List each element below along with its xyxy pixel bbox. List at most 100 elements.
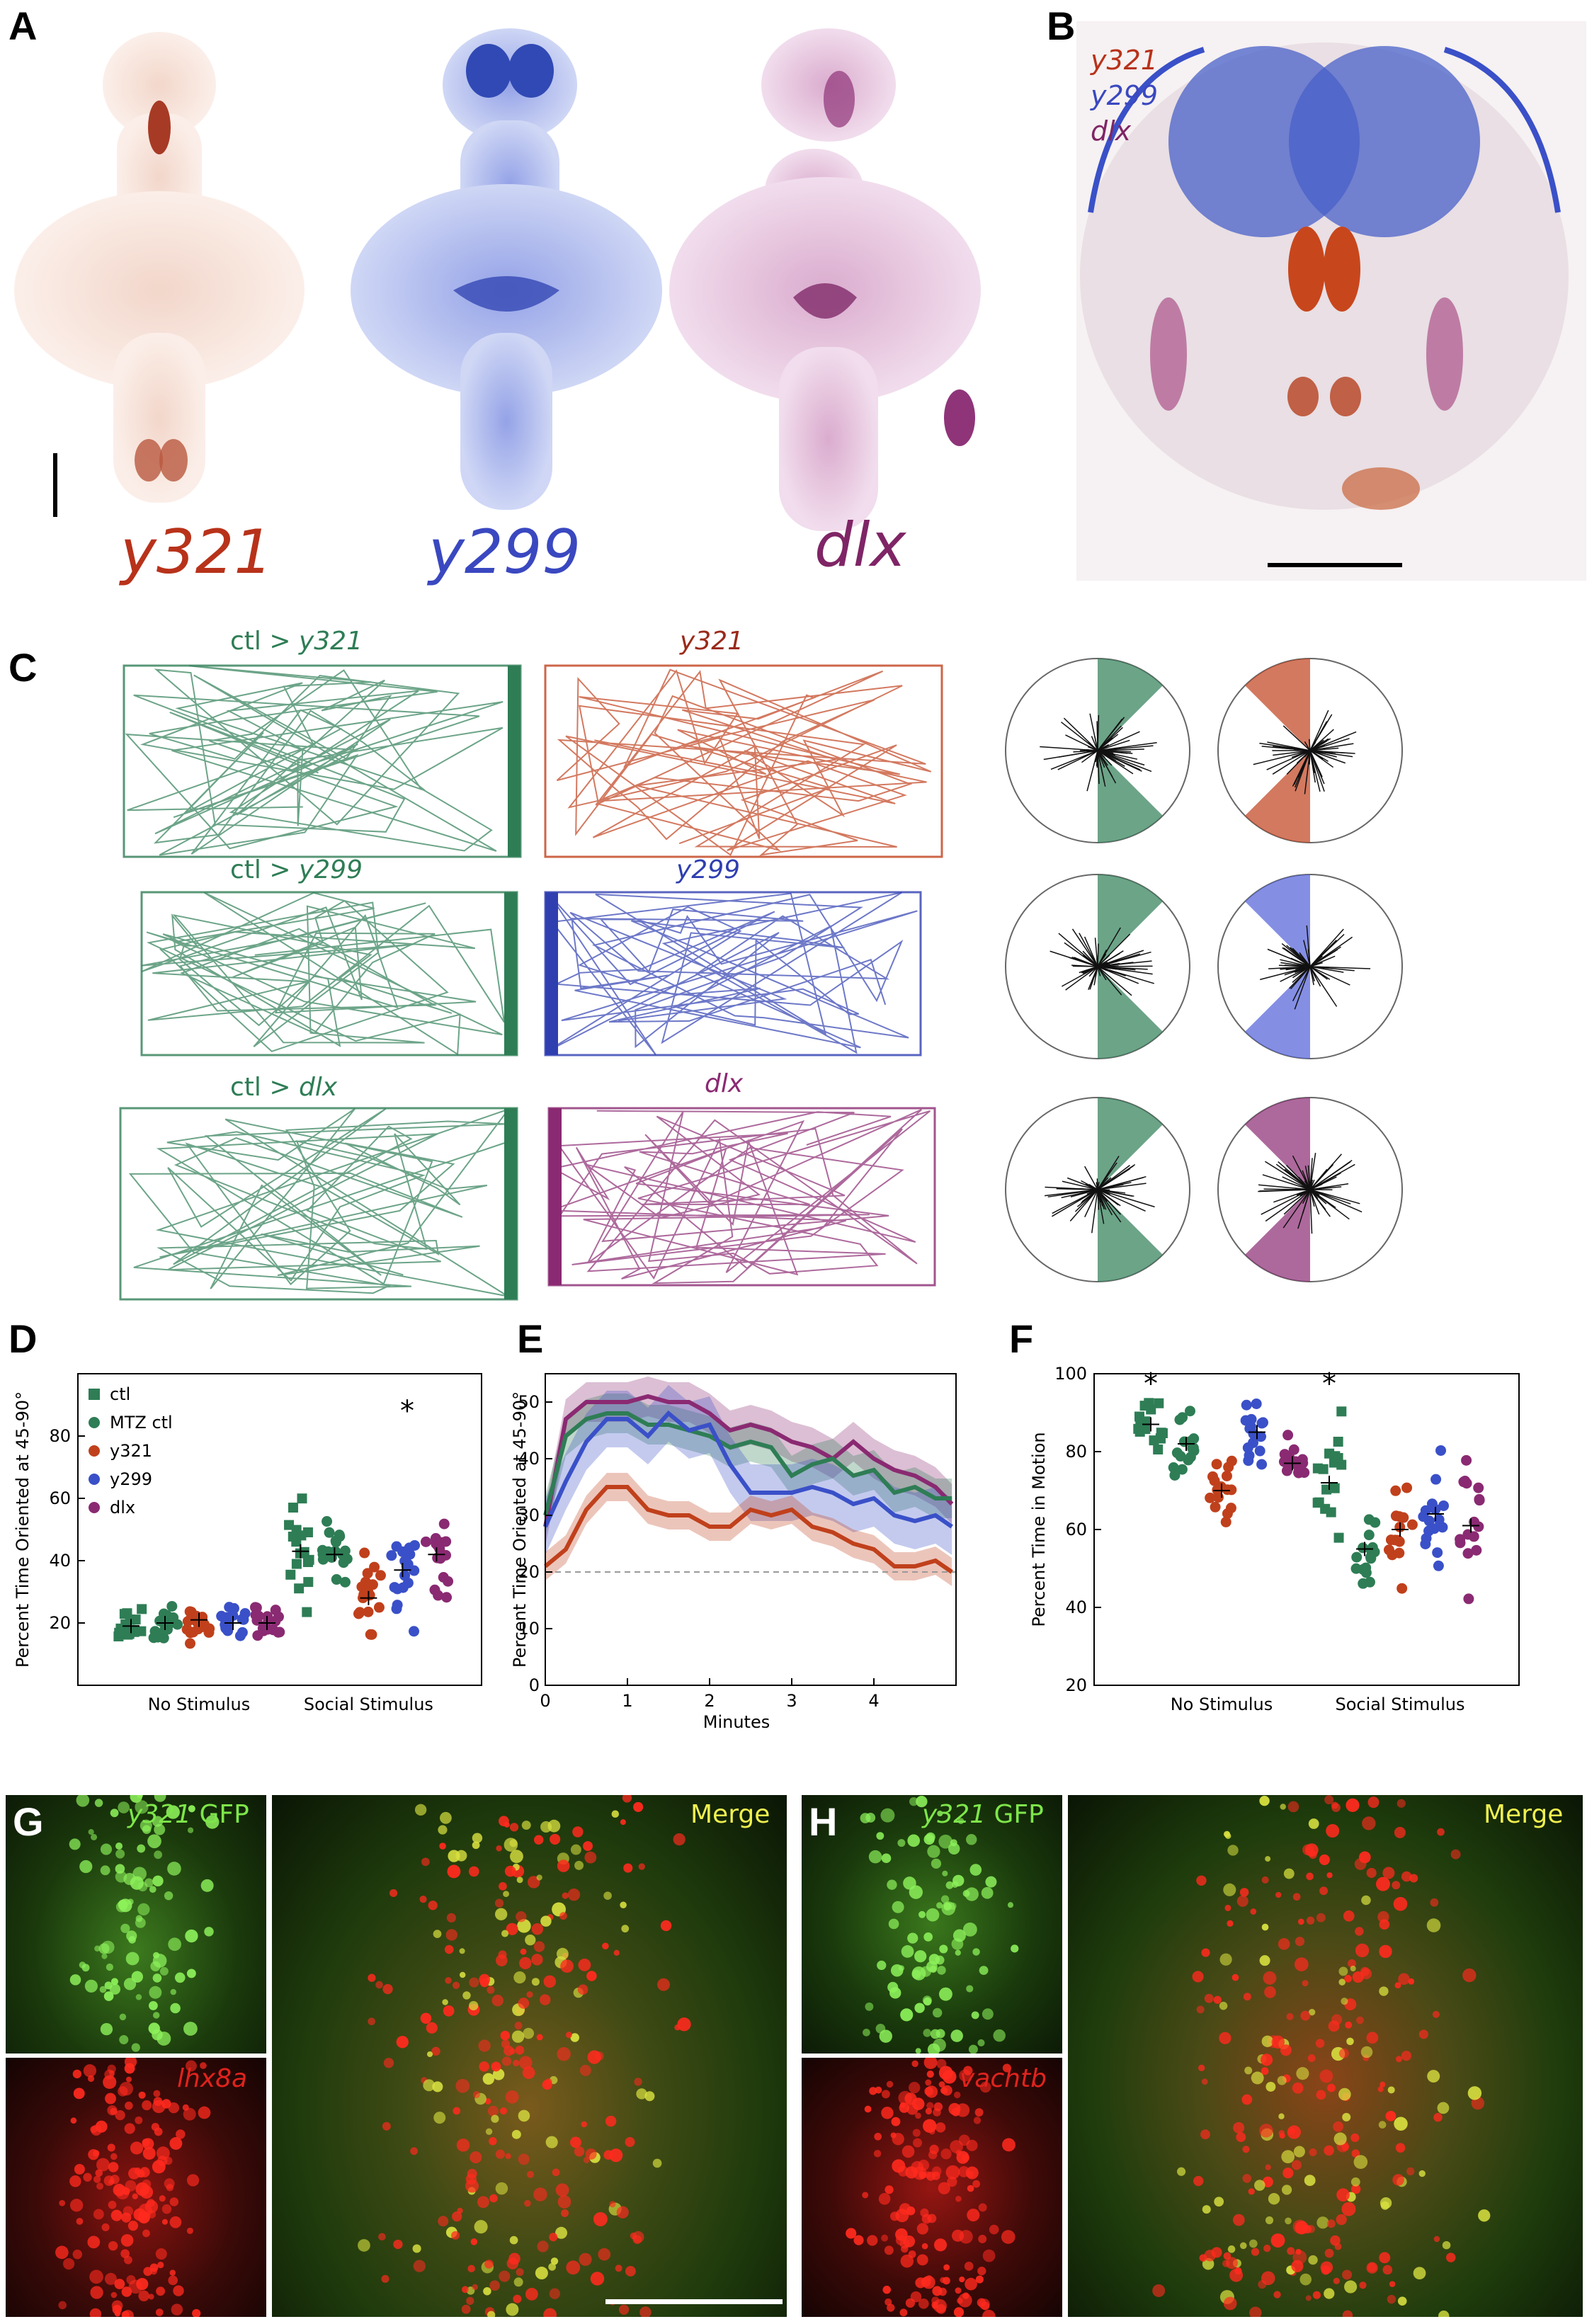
data-point [1326, 1507, 1336, 1517]
data-point [1360, 1567, 1372, 1578]
cell [555, 2183, 569, 2197]
cell [581, 2121, 588, 2128]
cell [935, 1955, 945, 1965]
cell [522, 2066, 535, 2080]
cell [412, 2244, 421, 2253]
cell [884, 2298, 892, 2306]
cell [525, 1935, 536, 1946]
cell [110, 2291, 118, 2299]
data-point [1251, 1398, 1262, 1409]
cell [506, 1923, 518, 1935]
data-point [252, 1630, 263, 1641]
cell [510, 1850, 523, 1864]
cell [1223, 2296, 1237, 2311]
cell [1319, 2069, 1333, 2083]
cell [865, 2002, 874, 2011]
cell [455, 1850, 467, 1862]
cell [899, 2308, 908, 2317]
cell [108, 2200, 117, 2209]
cell [900, 2008, 914, 2022]
cell [674, 2024, 681, 2031]
data-point [1256, 1431, 1267, 1442]
cell [1307, 2054, 1316, 2063]
cell [126, 2274, 136, 2285]
cell [119, 2082, 133, 2096]
data-point [288, 1503, 299, 1513]
cell [1285, 2217, 1292, 2225]
cell [609, 2148, 623, 2163]
cell [1379, 1986, 1389, 1996]
cell [1283, 1868, 1295, 1879]
data-point [294, 1583, 305, 1594]
cell [138, 2211, 150, 2223]
cell [543, 2308, 557, 2317]
legend-marker [89, 1445, 100, 1457]
cell [467, 2265, 475, 2272]
cell [926, 2275, 933, 2282]
cell [461, 2304, 471, 2314]
cell [1395, 2143, 1406, 2153]
cell [108, 2240, 118, 2251]
cell [1336, 2188, 1350, 2202]
data-point [1363, 1530, 1375, 1541]
data-point [402, 1559, 414, 1570]
cell [152, 2012, 160, 2019]
cell [433, 1930, 442, 1938]
cell [1198, 2064, 1205, 2072]
cell [1263, 2244, 1271, 2252]
cell [923, 1932, 933, 1942]
cell [164, 1891, 174, 1901]
data-point [324, 1527, 335, 1538]
cell [1204, 2250, 1216, 2262]
cell [933, 2038, 946, 2052]
cell [1229, 2268, 1244, 2282]
cell [1204, 1993, 1214, 2003]
cell [1225, 2257, 1238, 2269]
cell [972, 1948, 980, 1956]
cell [881, 2234, 889, 2242]
cell [487, 2105, 499, 2117]
cell [981, 1886, 994, 1899]
cell [1346, 2037, 1354, 2046]
data-point [270, 1605, 281, 1616]
y-tick-label: 0 [529, 1675, 540, 1695]
cell [1295, 1937, 1305, 1947]
data-point [181, 1624, 193, 1635]
cell [72, 2249, 83, 2260]
significance-star: * [400, 1395, 414, 1428]
data-point [1279, 1449, 1290, 1460]
cell [89, 2308, 102, 2317]
cell [898, 1965, 905, 1971]
data-point [1370, 1517, 1381, 1528]
data-point [1314, 1497, 1324, 1508]
cell [517, 1919, 531, 1933]
cell [950, 2029, 963, 2042]
cell [657, 1978, 670, 1991]
data-point [1433, 1560, 1444, 1571]
cell [525, 2287, 538, 2301]
cell [950, 1839, 957, 1847]
cell [1201, 2078, 1208, 2085]
cell [915, 2277, 926, 2289]
cell [989, 2224, 999, 2235]
cell [421, 1857, 430, 1867]
chart-d: 20 40 60 80 Percent Time Oriented at 45-90° N… [13, 1373, 482, 1714]
legend-label: y299 [110, 1469, 152, 1489]
cell [932, 2007, 943, 2018]
cell [936, 2058, 947, 2069]
cell [58, 2301, 67, 2310]
cell [1268, 2193, 1280, 2205]
data-point [404, 1542, 415, 1554]
cell [536, 1874, 542, 1881]
cell [140, 2167, 150, 2177]
cell [904, 2092, 917, 2105]
cell [548, 2262, 557, 2271]
cell [1292, 2082, 1304, 2094]
cell [1227, 2245, 1236, 2253]
cell [1280, 2044, 1292, 2056]
cell [1265, 2082, 1276, 2092]
cell [1360, 1966, 1370, 1976]
data-point [391, 1541, 402, 1552]
cell [557, 1859, 570, 1872]
cell [96, 2158, 110, 2172]
